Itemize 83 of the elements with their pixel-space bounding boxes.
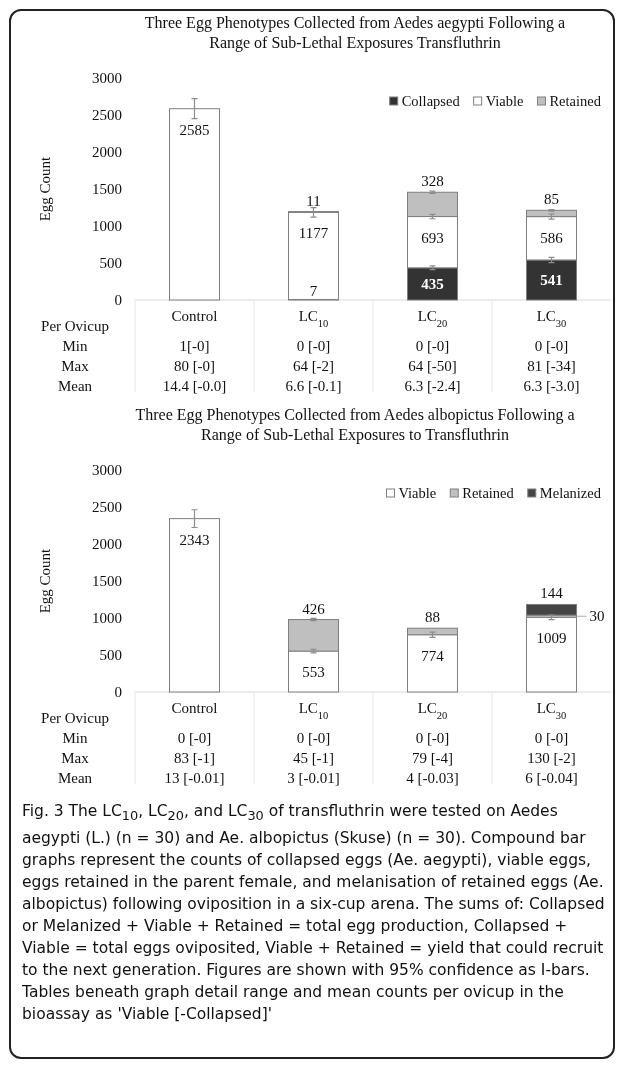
x-tick-label: Control — [171, 307, 218, 324]
x-tick-label: LC$_{20}$ — [417, 307, 448, 329]
data-label: 774 — [421, 647, 445, 664]
data-label: 426 — [302, 600, 326, 617]
text: 6.3 [-2.4] — [404, 378, 461, 394]
data-label: 30 — [589, 608, 605, 625]
legend-label: Viable — [398, 485, 437, 501]
x-tick-label: LC$_{10}$ — [298, 307, 329, 329]
text: 6.6 [-0.1] — [285, 378, 342, 394]
text: Per Ovicup — [41, 710, 109, 726]
text: 6 [-0.04] — [525, 770, 578, 786]
text: Min — [62, 730, 88, 746]
legend-label: Collapsed — [401, 93, 461, 109]
text: 14.4 [-0.0] — [162, 378, 227, 394]
y-axis-title: Egg Count — [37, 547, 53, 614]
y-tick-label: 500 — [99, 255, 122, 272]
text: Min — [62, 338, 88, 354]
chart-title: Three Egg Phenotypes Collected from Aedes aegypti Following a Range of Sub-Lethal Exposures Transfluthrin — [144, 14, 566, 52]
text: 6.3 [-3.0] — [523, 378, 580, 394]
text: 0 [-0] — [534, 730, 569, 746]
y-tick-label: 3000 — [92, 462, 122, 479]
data-label: 586 — [540, 229, 564, 246]
legend-label: Melanized — [539, 485, 602, 501]
data-label: 2585 — [179, 121, 210, 138]
x-tick-label: LC$_{30}$ — [536, 307, 567, 329]
text: 80 [-0] — [173, 358, 216, 374]
text: 0 [-0] — [296, 338, 331, 354]
data-label: 85 — [544, 191, 559, 208]
x-tick-label: LC$_{30}$ — [536, 699, 567, 721]
y-tick-label: 3000 — [92, 70, 122, 87]
text: 0 [-0] — [534, 338, 569, 354]
y-tick-label: 1500 — [92, 573, 122, 590]
y-tick-label: 1000 — [92, 610, 122, 627]
text: 130 [-2] — [527, 750, 576, 766]
chart-title: Three Egg Phenotypes Collected from Aedes albopictus Following a Range of Sub-Lethal Exposures to Transfluthrin — [135, 406, 575, 444]
y-tick-label: 2000 — [92, 536, 122, 553]
text: 64 [-2] — [292, 358, 335, 374]
data-label: 11 — [306, 192, 321, 209]
text: 3 [-0.01] — [287, 770, 340, 786]
x-tick-label: LC$_{10}$ — [298, 699, 329, 721]
text: 13 [-0.01] — [164, 770, 225, 786]
data-label: 328 — [421, 173, 444, 190]
data-label: 144 — [540, 585, 564, 602]
y-axis-title: Egg Count — [37, 155, 53, 222]
text: 45 [-1] — [292, 750, 335, 766]
text: 0 [-0] — [415, 338, 450, 354]
text: 79 [-4] — [411, 750, 454, 766]
text: 81 [-34] — [527, 358, 576, 374]
x-tick-label: Control — [171, 699, 218, 716]
y-tick-label: 2500 — [92, 107, 122, 124]
y-tick-label: 0 — [114, 684, 122, 701]
data-label: 1177 — [298, 225, 329, 242]
text: Mean — [57, 770, 93, 786]
text: 0 [-0] — [415, 730, 450, 746]
y-tick-label: 1000 — [92, 218, 122, 235]
legend-label: Retained — [549, 93, 602, 109]
y-tick-label: 1500 — [92, 181, 122, 198]
data-label: 2343 — [179, 531, 210, 548]
data-label: 1009 — [536, 630, 567, 647]
text: Max — [61, 358, 90, 374]
data-label: 435 — [421, 275, 444, 292]
text: 4 [-0.03] — [406, 770, 459, 786]
legend-label: Retained — [462, 485, 515, 501]
text: 0 [-0] — [177, 730, 212, 746]
y-tick-label: 0 — [114, 292, 122, 309]
data-label: 553 — [302, 663, 325, 680]
y-tick-label: 2000 — [92, 144, 122, 161]
text: 83 [-1] — [173, 750, 216, 766]
text: 0 [-0] — [296, 730, 331, 746]
text: Fig. 3 The LC$_{10}$, LC$_{20}$, and LC$_{30}$ of transfluthrin were tested on Aedes aegypti (L.) (n = 30) and Ae. albopictus (Skuse) (n = 30). Compound bar graphs represent the counts of collapsed eggs (Ae. aegypti), viable eggs, eggs retained in the parent female, and melanisation of retained eggs (Ae. albopictus) following oviposition in a six-cup arena. The sums of: Collapsed or Melanized + Viable + Retained = total egg production, Collapsed + Viable = total eggs oviposited, Viable + Retained = yield that could recruit to the next generation. Figures are shown with 95% confidence as I-bars. Tables beneath graph detail range and mean counts per ovicup in the bioassay as 'Viable [-Collapsed]' — [22, 802, 605, 1024]
legend-label: Viable — [485, 93, 524, 109]
text: Per Ovicup — [41, 318, 109, 334]
data-label: 541 — [540, 271, 563, 288]
text: Max — [61, 750, 90, 766]
text: Mean — [57, 378, 93, 394]
x-tick-label: LC$_{20}$ — [417, 699, 448, 721]
text: 64 [-50] — [408, 358, 457, 374]
data-label: 88 — [425, 609, 440, 626]
data-label: 7 — [309, 283, 318, 299]
data-label: 693 — [421, 229, 444, 246]
y-tick-label: 2500 — [92, 499, 122, 516]
text: 1[-0] — [179, 338, 210, 354]
y-tick-label: 500 — [99, 647, 122, 664]
